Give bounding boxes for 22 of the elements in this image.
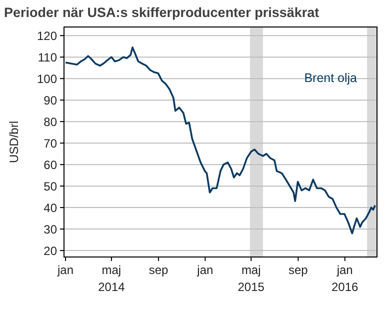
x-tick-label: jan 2016 <box>332 263 359 294</box>
y-tick-label: 80 <box>44 114 58 129</box>
y-tick-label: 100 <box>36 72 58 86</box>
text: Brent olja <box>304 71 358 85</box>
y-tick-label: 60 <box>44 158 58 172</box>
x-tick-label: sep <box>288 263 308 277</box>
y-tick-label: 50 <box>44 179 58 194</box>
y-tick-label: 90 <box>44 93 58 108</box>
y-tick-label: 70 <box>44 136 58 150</box>
y-tick-label: 40 <box>44 200 58 215</box>
x-tick-label: maj 2015 <box>238 263 265 294</box>
x-tick-label: jan <box>56 263 74 277</box>
y-tick-label: 20 <box>44 244 58 258</box>
y-tick-label: 30 <box>44 222 58 236</box>
x-tick-label: maj 2014 <box>98 263 126 294</box>
chart-title: Perioder när USA:s skifferproducenter prissäkrat <box>4 5 320 20</box>
y-axis-title: USD/brl <box>7 120 21 164</box>
y-tick-label: 120 <box>36 28 58 43</box>
x-tick-label: jan <box>196 263 214 277</box>
y-tick-label: 110 <box>38 50 58 64</box>
x-tick-label: sep <box>148 263 169 277</box>
line-series <box>64 46 376 234</box>
